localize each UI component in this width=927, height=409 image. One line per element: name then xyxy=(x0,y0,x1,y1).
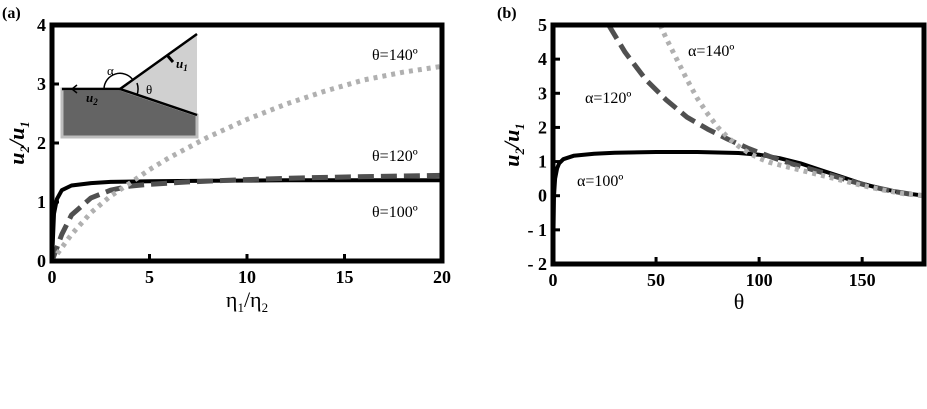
inset-u1-arrow xyxy=(165,54,175,63)
x-tick-label: 100 xyxy=(746,270,773,290)
series-line-1-1 xyxy=(606,23,925,199)
x-tick-label: 150 xyxy=(849,270,876,290)
panel-b-ticks: 0 50 100 150 - 2 - 1 0 1 2 3 4 5 xyxy=(528,15,876,290)
inset-theta-label: θ xyxy=(146,82,152,97)
annotation-alpha-140: α=140º xyxy=(688,43,734,60)
panel-b-ylabel: u2/u1 xyxy=(499,123,527,167)
x-tick-label: 20 xyxy=(433,267,451,287)
y-tick-label: - 1 xyxy=(528,220,548,240)
wedge-inset: α θ u1 u2 xyxy=(60,32,199,139)
y-tick-label: 0 xyxy=(538,186,547,206)
panel-b-xlabel: θ xyxy=(734,289,745,314)
y-tick-label: 5 xyxy=(538,15,547,35)
panel-b-series xyxy=(551,23,925,265)
y-tick-label: 4 xyxy=(538,49,547,69)
annotation-alpha-120: α=120º xyxy=(585,90,631,107)
x-tick-label: 50 xyxy=(647,270,665,290)
inset-theta-arc xyxy=(136,82,139,96)
panel-a-ylabel: u2/u1 xyxy=(4,121,32,165)
panel-a-xlabel: η1/η2 xyxy=(226,287,268,315)
x-tick-label: 0 xyxy=(48,267,57,287)
inset-u1-label: u1 xyxy=(176,56,188,73)
annotation-theta-120: θ=120º xyxy=(372,148,418,165)
x-tick-label: 10 xyxy=(238,267,256,287)
y-tick-label: 1 xyxy=(37,192,46,212)
series-line-0-1 xyxy=(49,172,443,262)
series-line-0-2 xyxy=(49,63,443,263)
panel-a: (a) α θ u1 u2 0 5 10 15 20 0 1 2 3 4 θ=140º θ=120… xyxy=(2,5,451,315)
y-tick-label: 3 xyxy=(37,74,46,94)
inset-lower-interface xyxy=(119,87,198,117)
series-line-1-2 xyxy=(657,23,925,199)
panel-b-frame xyxy=(550,22,927,267)
x-tick-label: 5 xyxy=(145,267,154,287)
y-tick-label: 3 xyxy=(538,83,547,103)
y-tick-label: 1 xyxy=(538,152,547,172)
annotation-alpha-100: α=100º xyxy=(577,173,623,190)
annotation-theta-100: θ=100º xyxy=(372,204,418,221)
panel-b-label: (b) xyxy=(497,5,517,22)
panel-a-label: (a) xyxy=(2,5,21,22)
y-tick-label: 2 xyxy=(37,133,46,153)
x-tick-label: 0 xyxy=(549,270,558,290)
series-line-1-0 xyxy=(551,150,925,265)
inset-alpha-arc xyxy=(103,72,134,90)
x-tick-label: 15 xyxy=(336,267,354,287)
y-tick-label: - 2 xyxy=(528,254,548,274)
inset-u2-arrow xyxy=(71,84,80,94)
panel-a-ticks: 0 5 10 15 20 0 1 2 3 4 xyxy=(37,15,451,287)
y-tick-label: 2 xyxy=(538,117,547,137)
inset-u2-label: u2 xyxy=(86,90,98,107)
y-tick-label: 4 xyxy=(37,15,46,35)
inset-alpha-label: α xyxy=(107,63,114,78)
y-tick-label: 0 xyxy=(37,251,46,271)
annotation-theta-140: θ=140º xyxy=(372,47,418,64)
